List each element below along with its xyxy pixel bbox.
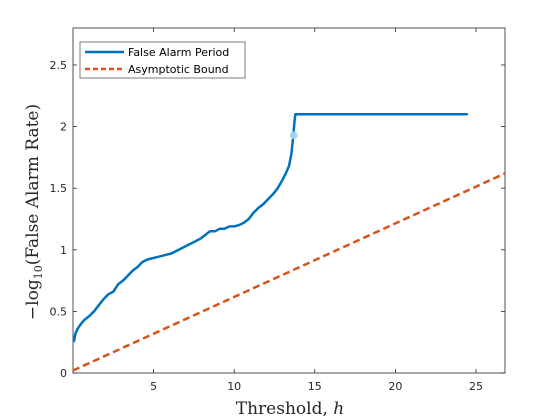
series-line-false-alarm-period xyxy=(72,112,468,343)
legend: False Alarm Period Asymptotic Bound xyxy=(79,41,246,79)
legend-label-asymptotic-bound: Asymptotic Bound xyxy=(128,63,229,76)
x-tick-label: 15 xyxy=(308,380,322,393)
series-line-asymptotic-bound xyxy=(72,172,506,372)
x-tick-label: 10 xyxy=(227,380,241,393)
x-tick-label: 25 xyxy=(469,380,483,393)
y-axis-label: −log10(False Alarm Rate) xyxy=(23,104,45,320)
y-tick-label: 2 xyxy=(60,121,67,134)
series-layer xyxy=(72,112,506,372)
x-tick-label: 5 xyxy=(150,380,157,393)
y-tick-label: 0.5 xyxy=(50,305,68,318)
y-tick-label: 1 xyxy=(60,244,67,257)
y-tick-label: 2.5 xyxy=(50,59,68,72)
x-axis-label: Threshold, h xyxy=(236,399,344,419)
x-tick-label: 20 xyxy=(388,380,402,393)
ticks xyxy=(73,28,505,374)
tick-labels: 5 10 15 20 25 0 0.5 1 1.5 2 2.5 xyxy=(50,59,483,393)
y-tick-label: 1.5 xyxy=(50,182,68,195)
legend-box xyxy=(79,41,246,79)
y-tick-label: 0 xyxy=(60,367,67,380)
axes-box xyxy=(72,27,506,374)
highlight-marker xyxy=(289,131,298,140)
legend-label-false-alarm-period: False Alarm Period xyxy=(128,46,229,59)
plot-area xyxy=(72,27,506,374)
